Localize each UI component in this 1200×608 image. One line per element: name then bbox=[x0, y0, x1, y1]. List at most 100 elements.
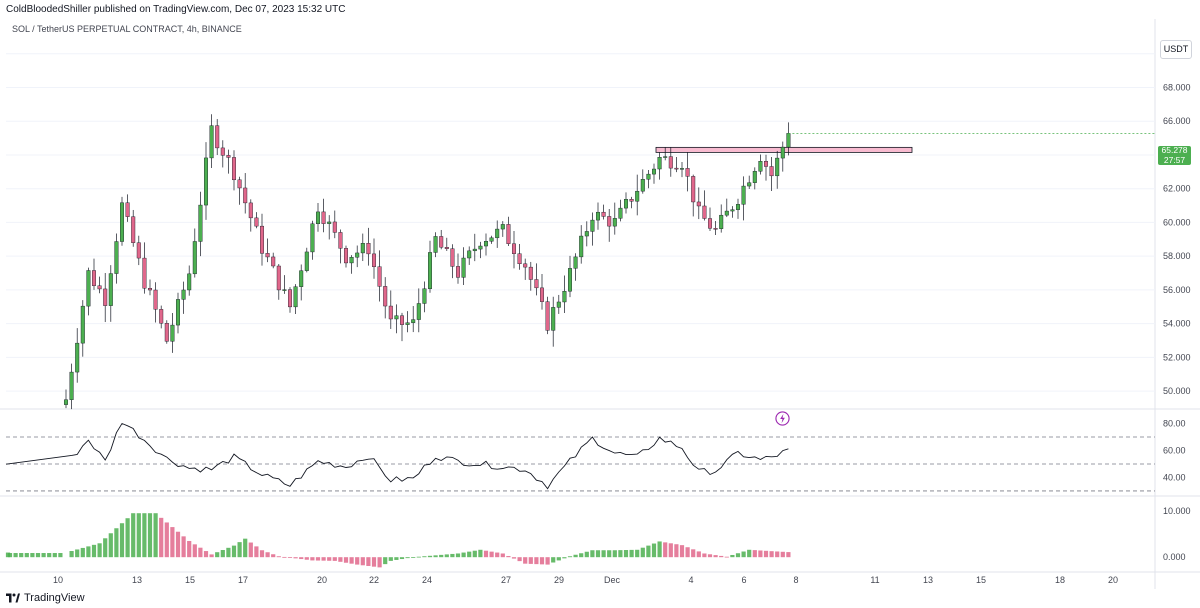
candle bbox=[579, 225, 584, 264]
macd-bar bbox=[500, 553, 505, 558]
macd-bar bbox=[164, 522, 169, 558]
macd-bar bbox=[629, 549, 634, 558]
macd-bar bbox=[612, 550, 617, 558]
x-tick-label: 22 bbox=[369, 575, 379, 585]
candle-body bbox=[596, 211, 601, 221]
macd-bar bbox=[315, 557, 321, 561]
candle-body bbox=[674, 167, 679, 170]
candle bbox=[119, 196, 124, 246]
x-tick-label: 20 bbox=[1108, 575, 1118, 585]
macd-bar bbox=[528, 557, 533, 564]
candle bbox=[103, 272, 108, 323]
macd-bar bbox=[58, 553, 63, 558]
macd-bar bbox=[377, 557, 382, 568]
candle bbox=[203, 142, 208, 220]
candle-body bbox=[327, 221, 332, 224]
macd-bar bbox=[13, 553, 18, 558]
candle-body bbox=[646, 173, 651, 180]
candle bbox=[551, 296, 556, 347]
macd-bar bbox=[254, 546, 259, 558]
candle bbox=[450, 244, 455, 279]
lightning-icon[interactable] bbox=[775, 411, 790, 426]
macd-bar bbox=[651, 543, 657, 558]
macd-bar bbox=[646, 545, 651, 558]
candle-body bbox=[752, 171, 757, 183]
candle-body bbox=[316, 211, 321, 225]
candle-body bbox=[271, 256, 276, 267]
candle-body bbox=[304, 251, 309, 271]
candle-body bbox=[187, 273, 192, 291]
candle-body bbox=[237, 179, 242, 189]
macd-tick-label: 0.000 bbox=[1163, 552, 1186, 562]
macd-bar bbox=[114, 528, 119, 558]
candle-body bbox=[276, 265, 281, 291]
candle-body bbox=[243, 187, 248, 204]
candle-body bbox=[495, 228, 500, 239]
macd-bar bbox=[707, 554, 713, 558]
macd-bar bbox=[209, 554, 214, 558]
candle-body bbox=[310, 223, 315, 253]
x-tick-label: 27 bbox=[501, 575, 511, 585]
macd-bar bbox=[349, 557, 354, 564]
candle bbox=[528, 261, 533, 291]
macd-bar bbox=[730, 554, 735, 558]
macd-bar bbox=[511, 557, 517, 559]
chart-canvas[interactable]: 50.00052.00054.00056.00058.00060.00062.0… bbox=[0, 19, 1200, 589]
macd-bar bbox=[343, 557, 349, 563]
macd-bar bbox=[422, 556, 427, 558]
macd-bar bbox=[299, 557, 304, 560]
candle bbox=[618, 199, 623, 222]
candle-body bbox=[540, 287, 545, 302]
candle bbox=[428, 240, 433, 293]
candle bbox=[500, 221, 505, 237]
candle bbox=[456, 253, 461, 284]
candle bbox=[69, 363, 74, 410]
candle bbox=[635, 174, 640, 216]
candle-body bbox=[624, 199, 629, 209]
candle-body bbox=[612, 218, 617, 227]
candle bbox=[220, 140, 225, 168]
candle-body bbox=[131, 216, 136, 243]
macd-bar bbox=[640, 547, 645, 558]
candle bbox=[506, 216, 511, 246]
candle-body bbox=[142, 257, 147, 289]
axis-layer: 50.00052.00054.00056.00058.00060.00062.0… bbox=[53, 49, 1191, 585]
candle-body bbox=[696, 201, 701, 207]
macd-bar bbox=[355, 557, 360, 565]
candle-body bbox=[332, 221, 337, 233]
macd-bar bbox=[119, 523, 125, 558]
macd-bar bbox=[467, 551, 472, 558]
candle-body bbox=[652, 168, 657, 175]
macd-bar bbox=[360, 557, 365, 566]
macd-bar bbox=[47, 553, 52, 558]
candle-body bbox=[573, 256, 578, 269]
candle-body bbox=[719, 214, 724, 229]
candle-body bbox=[377, 266, 382, 287]
x-tick-label: 15 bbox=[185, 575, 195, 585]
candle-body bbox=[103, 288, 108, 306]
candle-body bbox=[523, 263, 528, 268]
tradingview-logo[interactable]: TradingView bbox=[6, 592, 85, 604]
candle bbox=[534, 263, 539, 296]
chart-frame[interactable]: 50.000 52.000 54.000 56.000 58.000 60.000 62.0… bbox=[0, 19, 1200, 589]
candle-body bbox=[568, 268, 573, 292]
macd-bar bbox=[80, 547, 85, 558]
candle-body bbox=[668, 156, 673, 169]
candle bbox=[265, 238, 270, 263]
rsi-layer bbox=[5, 422, 1155, 492]
currency-button[interactable]: USDT bbox=[1160, 40, 1192, 59]
candle-body bbox=[411, 319, 416, 323]
macd-bar bbox=[444, 554, 449, 558]
candle-body bbox=[63, 399, 68, 405]
macd-bar bbox=[287, 557, 293, 558]
macd-tick-label: 10.000 bbox=[1163, 506, 1191, 516]
macd-bar bbox=[691, 549, 696, 558]
candle-body bbox=[80, 305, 85, 344]
publish-header: ColdBloodedShiller published on TradingV… bbox=[0, 0, 1200, 19]
candle bbox=[383, 277, 388, 319]
candle bbox=[153, 282, 158, 323]
candle bbox=[596, 202, 601, 230]
candle-body bbox=[209, 125, 214, 159]
candle-body bbox=[657, 157, 662, 170]
macd-bar bbox=[304, 557, 309, 560]
